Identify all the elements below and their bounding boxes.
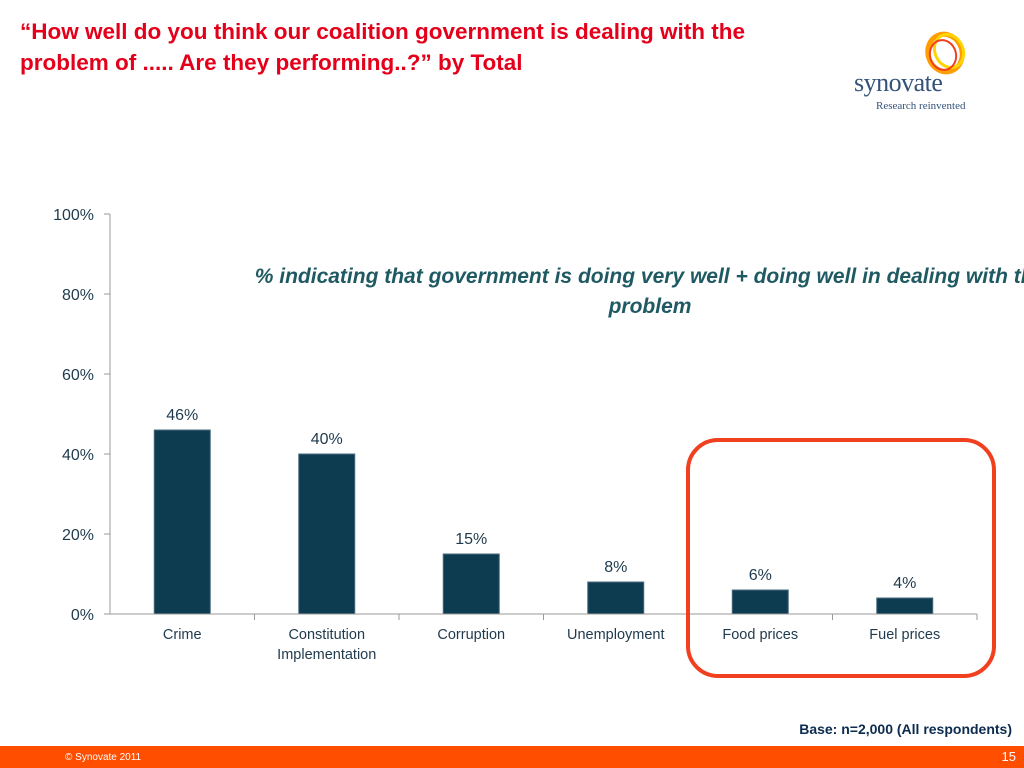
data-label: 4% — [893, 575, 916, 592]
x-tick-label-line: Constitution — [288, 627, 365, 643]
x-tick-label-line: Fuel prices — [869, 627, 940, 643]
x-tick-label: Crime — [163, 627, 202, 643]
footer-bar: © Synovate 2011 15 — [0, 746, 1024, 768]
base-note: Base: n=2,000 (All respondents) — [799, 721, 1012, 737]
x-tick-label-line: Food prices — [722, 627, 798, 643]
synovate-o-mark-icon — [925, 31, 966, 75]
highlight-box — [686, 438, 996, 678]
data-label: 15% — [455, 531, 487, 548]
y-tick-label: 100% — [53, 207, 94, 224]
bar-crime — [153, 429, 211, 615]
bar-corruption — [442, 553, 500, 615]
bar-chart: 0% 20% 40% 60% 80% 100% 46% 40% 15% 8% 6% 4% Crime… — [53, 207, 978, 663]
data-label: 6% — [749, 567, 772, 584]
chart-annotation: % indicating that government is doing ve… — [254, 265, 1024, 318]
logo-wordmark: synovate — [854, 68, 943, 97]
x-tick-label-line: Implementation — [277, 647, 376, 663]
x-tick-label: Corruption — [437, 627, 505, 643]
y-tick-label: 20% — [62, 527, 94, 544]
bar-unemployment — [587, 581, 645, 615]
x-tick-label: Constitution Implementation — [277, 627, 376, 663]
data-label: 46% — [166, 407, 198, 424]
copyright-text: © Synovate 2011 — [65, 752, 142, 763]
data-label: 8% — [604, 559, 627, 576]
synovate-logo: synovate Research reinvented — [848, 28, 978, 118]
x-tick-label-line: Crime — [163, 627, 202, 643]
bar-constitution-implementation — [298, 453, 356, 615]
y-tick-label: 60% — [62, 367, 94, 384]
x-tick-label: Fuel prices — [869, 627, 940, 643]
logo-tagline: Research reinvented — [876, 100, 966, 112]
data-label: 40% — [311, 431, 343, 448]
bar-food-prices — [731, 589, 789, 615]
slide-title: “How well do you think our coalition gov… — [20, 19, 746, 75]
y-tick-label: 40% — [62, 447, 94, 464]
x-tick-label: Food prices — [722, 627, 798, 643]
y-tick-label: 0% — [71, 607, 94, 624]
x-tick-label: Unemployment — [567, 627, 665, 643]
x-tick-label-line: Corruption — [437, 627, 505, 643]
page-number: 15 — [1001, 749, 1016, 764]
y-tick-label: 80% — [62, 287, 94, 304]
x-tick-label-line: Unemployment — [567, 627, 665, 643]
